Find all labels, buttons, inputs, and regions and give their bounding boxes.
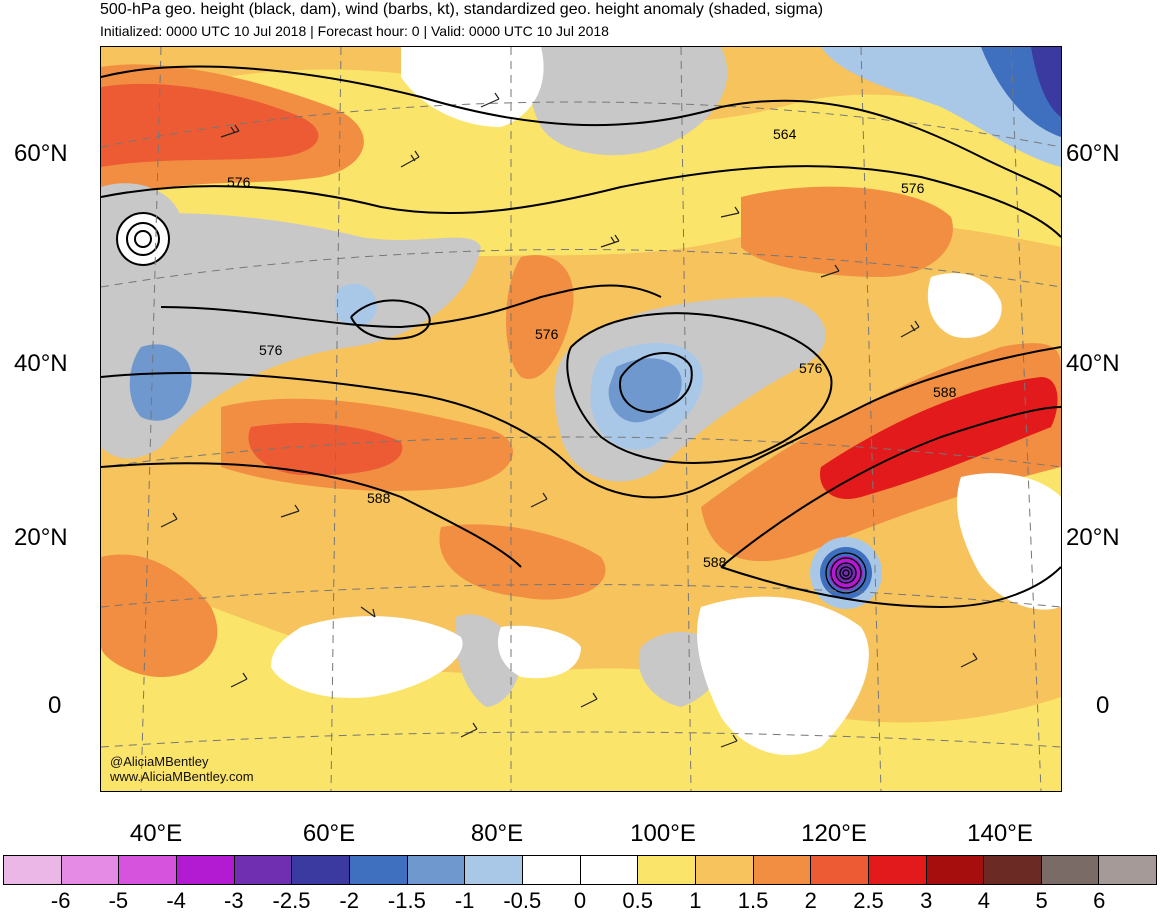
colorbar-swatch — [1041, 856, 1100, 884]
colorbar-label: 3 — [920, 888, 933, 913]
colorbar-label: 2.5 — [853, 888, 884, 913]
contour-label: 588 — [367, 490, 391, 506]
contour-label: 588 — [933, 384, 957, 400]
colorbar-swatch — [868, 856, 927, 884]
credit-handle: @AliciaMBentley — [110, 754, 209, 769]
credit-url: www.AliciaMBentley.com — [110, 769, 254, 784]
colorbar-swatch — [753, 856, 812, 884]
wind-barbs — [160, 92, 978, 748]
anomaly-region-redorange-scandinavia — [101, 83, 319, 167]
anomaly-region-grey-westasia — [101, 213, 481, 459]
colorbar — [3, 855, 1157, 885]
anomaly-region-orange-tibet — [506, 255, 574, 379]
contour-label: 564 — [773, 126, 797, 142]
colorbar-label: -6 — [50, 888, 71, 913]
map-panel: 564 576 576 576 576 576 588 588 588 — [100, 46, 1062, 792]
contour-label: 576 — [227, 174, 251, 190]
anomaly-region-blue-mongolia — [608, 358, 682, 423]
lon-label: 120°E — [801, 820, 867, 847]
colorbar-swatch — [292, 856, 350, 884]
colorbar-swatch — [349, 856, 408, 884]
anomaly-region-white-arabiansea — [497, 625, 581, 679]
lat-label-right: 20°N — [1066, 524, 1120, 551]
lon-label: 80°E — [470, 820, 524, 847]
anomaly-region-blue-turkey — [129, 344, 192, 421]
lon-label: 40°E — [129, 820, 183, 847]
lon-label: 140°E — [967, 820, 1033, 847]
contour-label: 576 — [259, 342, 283, 358]
anomaly-region-blue-caspian — [334, 283, 377, 327]
contour-labels: 564 576 576 576 576 576 588 588 588 — [227, 126, 957, 570]
colorbar-label: 1.5 — [737, 888, 769, 913]
anomaly-region-white-philippines — [697, 596, 869, 756]
colorbar-label: 1 — [689, 888, 702, 913]
map-subtitle: Initialized: 0000 UTC 10 Jul 2018 | Fore… — [100, 23, 609, 39]
colorbar-swatch — [1099, 856, 1157, 884]
anomaly-region-white-northpacific — [956, 473, 1061, 610]
anomaly-region-redorange-central — [248, 422, 403, 476]
colorbar-label: -1.5 — [387, 888, 426, 913]
colorbar-label: -2 — [339, 888, 359, 913]
colorbar-swatch — [580, 856, 639, 884]
colorbar-swatch — [119, 856, 177, 884]
colorbar-swatch — [234, 856, 293, 884]
colorbar-label: -2.5 — [272, 888, 311, 913]
lat-label-left: 60°N — [14, 140, 68, 167]
anomaly-region-white-indianocean — [271, 616, 463, 698]
graticule — [101, 47, 1061, 791]
colorbar-swatch — [926, 856, 985, 884]
colorbar-swatch — [465, 856, 523, 884]
anomaly-region-orange-southasia — [439, 524, 606, 600]
map-title: 500-hPa geo. height (black, dam), wind (… — [100, 1, 824, 18]
colorbar-label: -4 — [166, 888, 186, 913]
colorbar-swatch — [811, 856, 869, 884]
contour-label: 576 — [535, 326, 559, 342]
colorbar-label: 4 — [977, 888, 991, 913]
colorbar-label: 0 — [573, 888, 587, 913]
colorbar-swatch — [61, 856, 120, 884]
colorbar-swatch — [407, 856, 466, 884]
lat-label-right: 40°N — [1066, 350, 1120, 377]
lat-label-left: 0 — [48, 692, 62, 719]
contour-label: 576 — [799, 360, 823, 376]
lon-label: 100°E — [630, 820, 696, 847]
lat-label-right: 0 — [1096, 692, 1110, 719]
colorbar-label: -5 — [108, 888, 129, 913]
map-canvas: 564 576 576 576 576 576 588 588 588 — [101, 47, 1061, 791]
anomaly-region-grey-arctic — [528, 47, 728, 156]
colorbar-label: 5 — [1035, 888, 1048, 913]
anomaly-region-darkblue-arctic — [1031, 47, 1061, 117]
colorbar-label: 2 — [804, 888, 817, 913]
colorbar-label: -3 — [224, 888, 244, 913]
lat-label-right: 60°N — [1066, 140, 1120, 167]
colorbar-label: -0.5 — [503, 888, 542, 913]
height-contours — [101, 65, 1061, 609]
lat-label-left: 20°N — [14, 524, 68, 551]
colorbar-swatch — [638, 856, 696, 884]
colorbar-swatch — [984, 856, 1042, 884]
typhoon-eye-anomaly — [836, 563, 856, 583]
lon-label: 60°E — [302, 820, 356, 847]
colorbar-label: 6 — [1093, 888, 1106, 913]
colorbar-swatch — [695, 856, 754, 884]
lat-label-left: 40°N — [14, 350, 68, 377]
typhoon-contours — [825, 552, 867, 594]
contour-label: 588 — [703, 554, 727, 570]
baltic-cutoff-low — [116, 212, 170, 266]
anomaly-region-white-north — [401, 47, 544, 127]
colorbar-swatch — [522, 856, 581, 884]
contour-label: 576 — [901, 180, 925, 196]
anomaly-region-orange-siberia — [741, 186, 953, 277]
colorbar-swatch — [176, 856, 235, 884]
colorbar-label: 0.5 — [622, 888, 653, 913]
anomaly-region-orange-africa — [101, 554, 218, 677]
colorbar-label: -1 — [454, 888, 475, 913]
anomaly-region-white-kamchatka — [927, 273, 1002, 338]
colorbar-swatch — [4, 856, 62, 884]
